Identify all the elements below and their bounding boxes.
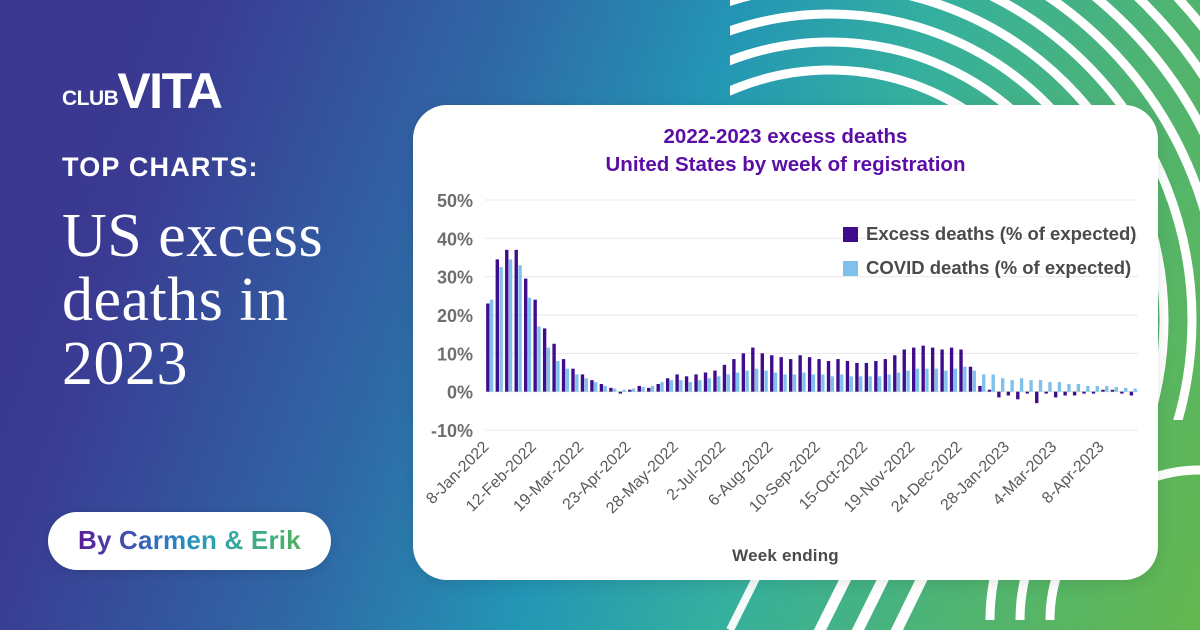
branding-panel: CLUB VITA TOP CHARTS: US excess deaths i…: [0, 0, 400, 630]
legend-label-covid-deaths: COVID deaths (% of expected): [866, 257, 1132, 278]
chart-title: 2022-2023 excess deaths United States by…: [413, 105, 1158, 178]
byline-pill: By Carmen & Erik: [48, 512, 331, 570]
kicker-label: TOP CHARTS:: [62, 152, 259, 182]
svg-text:40%: 40%: [437, 229, 473, 249]
page-title: US excess deaths in 2023: [62, 202, 324, 398]
logo-club-word: CLUB: [62, 87, 119, 110]
legend-item-covid: COVID deaths (% of expected): [843, 257, 1136, 279]
club-vita-logo: CLUB VITA: [62, 60, 400, 119]
svg-text:0%: 0%: [447, 383, 473, 403]
svg-text:50%: 50%: [437, 191, 473, 211]
legend-swatch-covid-deaths: [843, 260, 858, 276]
plot-area: -10% 0% 10% 20% 30% 40% 50% 8-Jan-2022 12-Feb-20…: [413, 180, 1158, 580]
svg-text:-10%: -10%: [431, 421, 473, 441]
chart-legend: Excess deaths (% of expected) COVID deat…: [843, 223, 1136, 291]
svg-text:10%: 10%: [437, 344, 473, 364]
chart-card: 2022-2023 excess deaths United States by…: [413, 105, 1158, 580]
byline-text: By Carmen & Erik: [78, 525, 301, 555]
logo-vita-word: VITA: [117, 62, 223, 119]
svg-text:30%: 30%: [437, 268, 473, 288]
svg-text:20%: 20%: [437, 306, 473, 326]
legend-item-excess: Excess deaths (% of expected): [843, 223, 1136, 245]
chart-title-line2: United States by week of registration: [605, 152, 966, 176]
bar-chart-svg: -10%0%10%20%30%40%50%8-Jan-202212-Feb-20…: [423, 191, 1138, 517]
chart-title-line1: 2022-2023 excess deaths: [663, 125, 908, 148]
legend-label-excess-deaths: Excess deaths (% of expected): [866, 223, 1137, 244]
legend-swatch-excess-deaths: [843, 226, 858, 242]
x-axis-title: Week ending: [732, 546, 839, 565]
